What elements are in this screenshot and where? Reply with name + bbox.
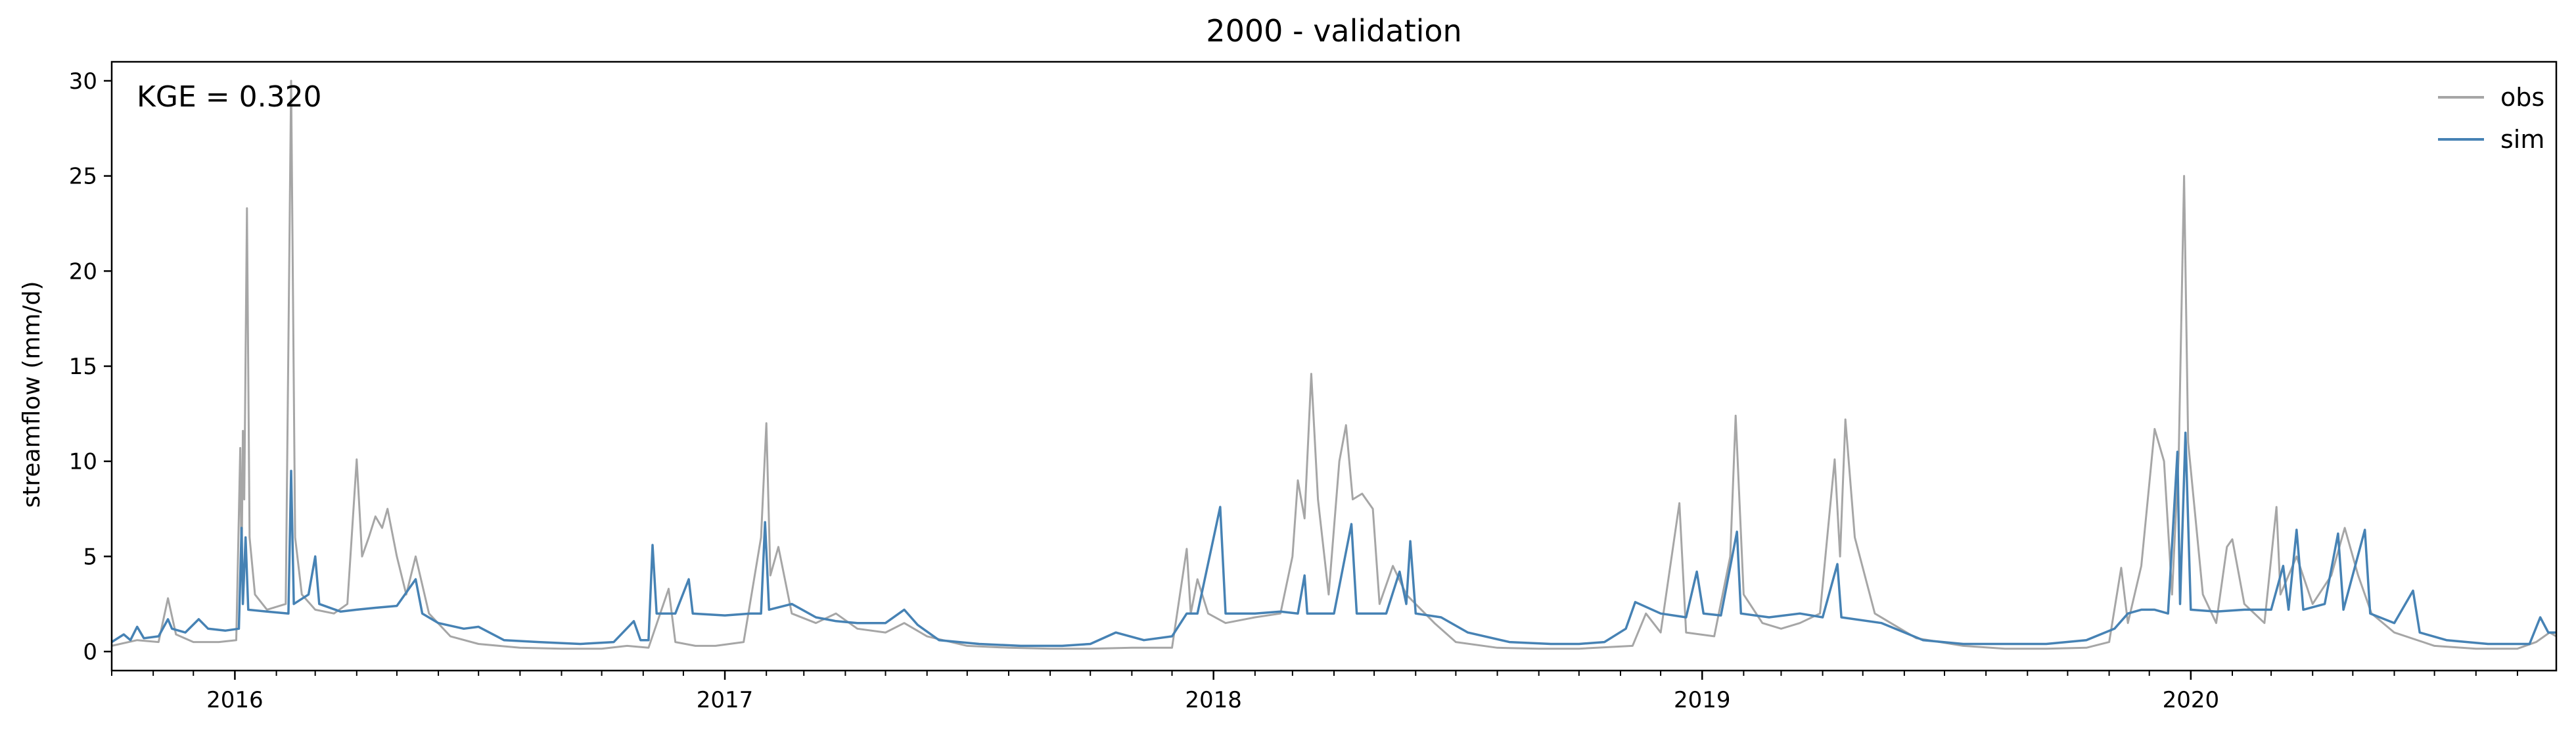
legend: obs sim bbox=[2438, 83, 2544, 154]
plot-frame bbox=[110, 60, 2558, 672]
x-tick-label-2018: 2018 bbox=[1185, 687, 1242, 713]
x-axis: 2016 2017 2018 2019 2020 bbox=[111, 671, 2518, 713]
y-tick-label-30: 30 bbox=[69, 68, 97, 95]
legend-sim-label: sim bbox=[2500, 125, 2544, 154]
x-tick-label-2020: 2020 bbox=[2163, 687, 2220, 713]
y-tick-label-10: 10 bbox=[69, 449, 97, 475]
series-layer bbox=[111, 80, 2557, 650]
y-tick-label-15: 15 bbox=[69, 354, 97, 380]
y-axis: 0 5 10 15 20 25 30 bbox=[69, 68, 112, 665]
chart-title: 2000 - validation bbox=[1206, 13, 1461, 49]
y-tick-label-20: 20 bbox=[69, 258, 97, 285]
y-tick-label-5: 5 bbox=[83, 544, 97, 570]
x-tick-label-2016: 2016 bbox=[206, 687, 264, 713]
series-line-obs bbox=[111, 80, 2557, 650]
y-tick-label-25: 25 bbox=[69, 164, 97, 190]
y-axis-label: streamflow (mm/d) bbox=[18, 281, 45, 508]
series-line-sim bbox=[111, 431, 2556, 648]
x-tick-label-2019: 2019 bbox=[1674, 687, 1731, 713]
kge-annotation: KGE = 0.320 bbox=[137, 80, 322, 114]
y-tick-label-0: 0 bbox=[83, 639, 97, 665]
legend-obs-label: obs bbox=[2500, 83, 2544, 112]
x-tick-label-2017: 2017 bbox=[697, 687, 754, 713]
